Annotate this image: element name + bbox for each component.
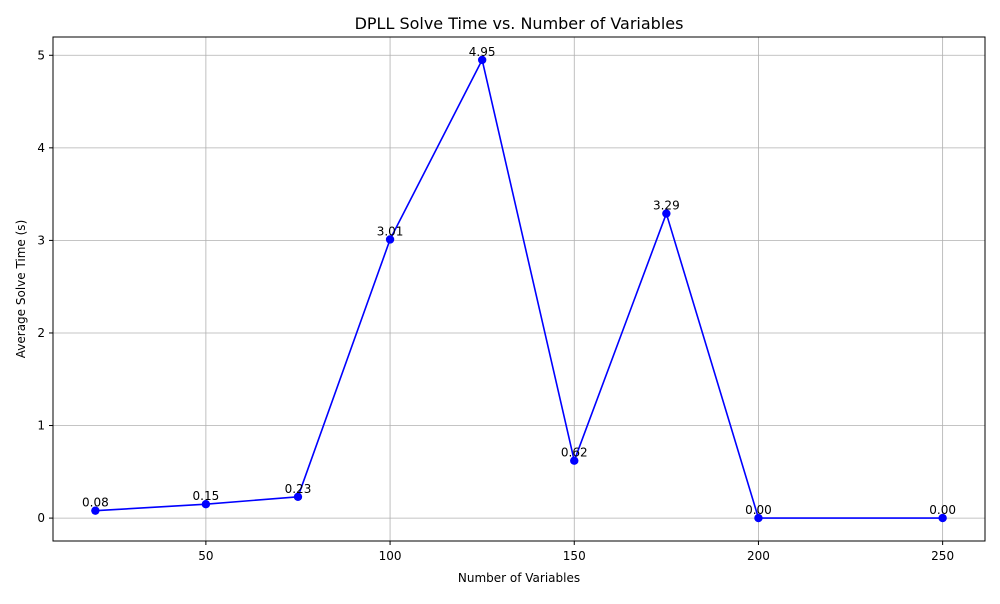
data-point <box>477 55 487 65</box>
y-axis-label: Average Solve Time (s) <box>14 220 28 358</box>
data-label: 3.01 <box>377 224 404 238</box>
data-point <box>570 456 579 465</box>
data-label: 0.23 <box>285 482 312 496</box>
y-tick-label: 5 <box>37 48 45 62</box>
chart-title: DPLL Solve Time vs. Number of Variables <box>355 14 684 33</box>
axes: 50 100 150 200 250 0 1 2 3 4 5 <box>37 36 986 563</box>
data-label: 0.08 <box>82 496 109 510</box>
x-tick-label: 100 <box>379 549 402 563</box>
data-point <box>293 492 303 502</box>
x-tick-label: 200 <box>747 549 770 563</box>
data-point <box>91 506 100 515</box>
data-label: 0.15 <box>193 489 220 503</box>
data-point <box>754 513 763 523</box>
x-tick-label: 50 <box>198 549 213 563</box>
y-tick-label: 0 <box>37 511 45 525</box>
data-label: 0.00 <box>745 503 772 517</box>
data-point <box>938 513 947 523</box>
data-label: 3.29 <box>653 199 680 213</box>
data-point <box>201 500 211 509</box>
y-tick-label: 3 <box>37 233 45 247</box>
data-point <box>385 235 395 244</box>
x-tick-label: 250 <box>931 549 954 563</box>
y-tick-label: 1 <box>37 419 45 433</box>
x-tick-label: 150 <box>563 549 586 563</box>
x-axis-label: Number of Variables <box>458 571 580 585</box>
data-labels: 0.08 0.15 0.23 3.01 4.95 0.62 3.29 0.00 0.00 <box>82 45 956 517</box>
y-tick-label: 2 <box>37 326 45 340</box>
data-label: 4.95 <box>469 45 496 59</box>
data-label: 0.00 <box>929 503 956 517</box>
series <box>91 55 947 523</box>
data-label: 0.62 <box>561 446 588 460</box>
plot-frame <box>52 36 986 542</box>
grid <box>53 37 985 541</box>
y-tick-label: 4 <box>37 141 45 155</box>
data-point <box>662 209 671 218</box>
